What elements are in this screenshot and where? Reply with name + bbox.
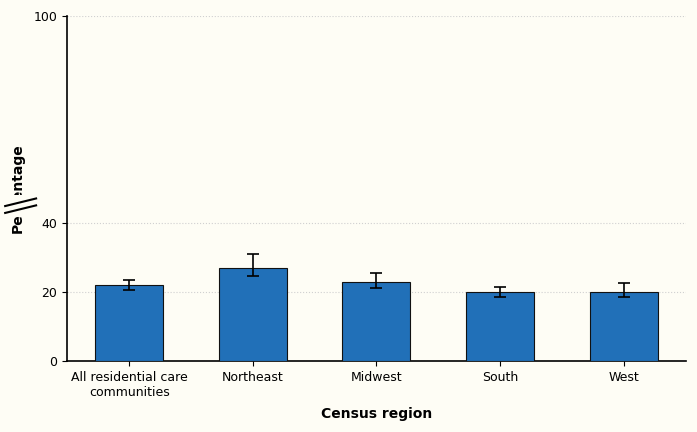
Bar [342,282,411,361]
Bar [590,292,658,361]
Bar [95,285,163,361]
X-axis label: Census region: Census region [321,407,432,421]
Bar [466,292,534,361]
Y-axis label: Percentage: Percentage [11,143,25,233]
Bar [5,195,54,216]
Bar [219,268,287,361]
